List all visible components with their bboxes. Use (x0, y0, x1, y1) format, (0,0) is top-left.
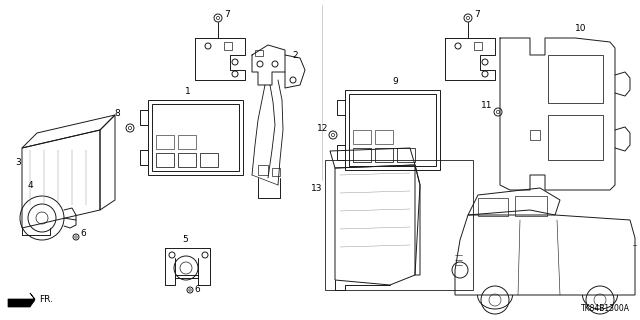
Text: FR.: FR. (39, 295, 53, 305)
Text: 13: 13 (310, 183, 322, 193)
Text: TK84B1300A: TK84B1300A (581, 304, 630, 313)
Text: 2: 2 (292, 51, 298, 60)
Text: 3: 3 (15, 158, 20, 167)
Bar (345, 90, 440, 170)
Bar (478, 198, 508, 216)
Bar (258, 165, 268, 175)
Text: 7: 7 (474, 10, 480, 19)
Bar (200, 153, 218, 167)
Text: 5: 5 (182, 235, 188, 244)
Bar (156, 135, 174, 149)
Text: 12: 12 (317, 124, 328, 132)
Text: 10: 10 (575, 23, 586, 33)
Bar (515, 196, 547, 216)
Text: 8: 8 (115, 109, 120, 118)
Text: 9: 9 (392, 77, 398, 86)
Polygon shape (8, 293, 35, 307)
Bar (349, 94, 436, 166)
Bar (530, 130, 540, 140)
Bar (375, 130, 393, 144)
Bar (178, 153, 196, 167)
Text: 6: 6 (194, 285, 200, 294)
Bar (156, 153, 174, 167)
Bar (325, 160, 473, 290)
Bar (375, 148, 393, 162)
Bar (272, 168, 280, 176)
Bar (353, 148, 371, 162)
Bar (353, 130, 371, 144)
Text: 6: 6 (80, 228, 86, 237)
Text: 7: 7 (224, 10, 230, 19)
Bar (224, 42, 232, 50)
Bar (548, 115, 603, 160)
Bar (255, 50, 263, 56)
Text: 4: 4 (28, 180, 34, 189)
Bar (152, 104, 239, 171)
Bar (397, 148, 415, 162)
Text: 1: 1 (185, 87, 191, 96)
Bar (178, 135, 196, 149)
Text: 11: 11 (481, 100, 492, 109)
Bar (148, 100, 243, 175)
Bar (548, 55, 603, 103)
Bar (474, 42, 482, 50)
